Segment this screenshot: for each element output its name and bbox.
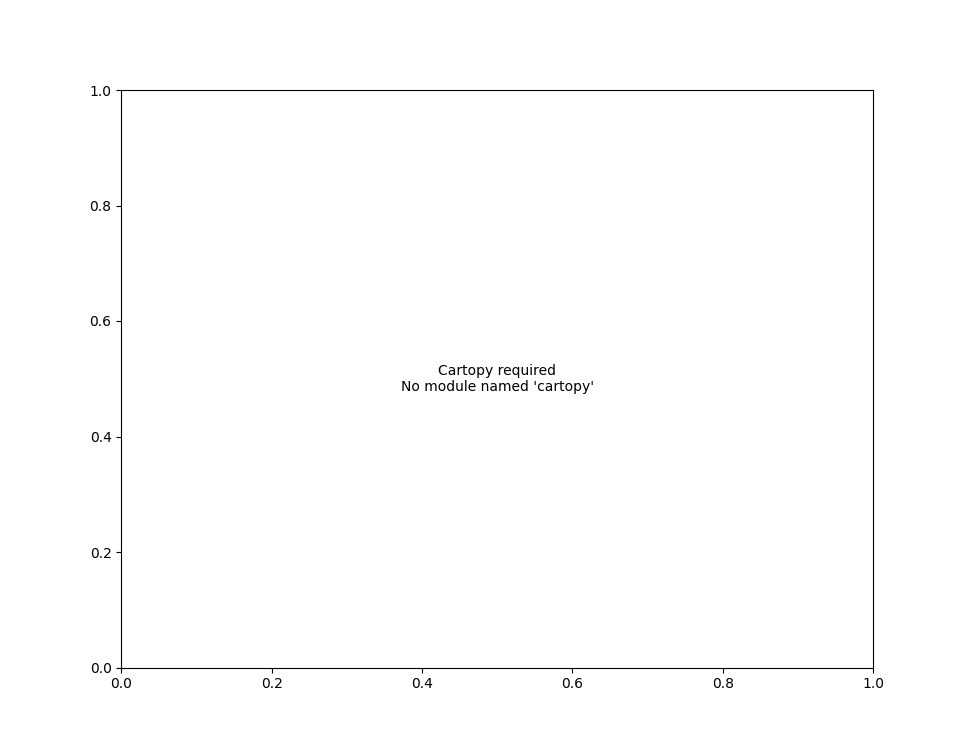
Text: Cartopy required
No module named 'cartopy': Cartopy required No module named 'cartop… [400,364,593,394]
